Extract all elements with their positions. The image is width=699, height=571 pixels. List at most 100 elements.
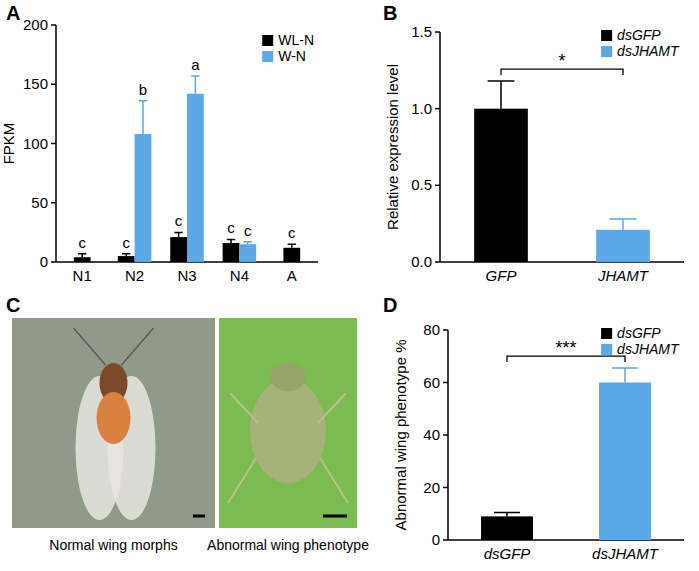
- bar: [223, 243, 240, 262]
- y-tick: [51, 143, 56, 145]
- legend-label: dsJHAMT: [617, 43, 680, 59]
- y-axis: [439, 32, 441, 262]
- bars: [481, 368, 651, 540]
- caption: Abnormal wing phenotype: [207, 537, 369, 553]
- significance-letter: c: [244, 222, 252, 239]
- legend-label: dsJHAMT: [617, 341, 680, 357]
- annotations: ***: [507, 338, 625, 362]
- y-tick-label: 40: [423, 426, 440, 443]
- y-tick-label: 1.5: [411, 23, 432, 40]
- legend-label: dsGFP: [617, 27, 661, 43]
- error-bar: [191, 76, 199, 94]
- significance-letter: a: [191, 56, 200, 73]
- y-tick: [435, 185, 440, 187]
- bar: [135, 134, 152, 262]
- y-tick-label: 60: [423, 374, 440, 391]
- error-bar: [610, 219, 637, 230]
- legend-swatch: [262, 35, 273, 46]
- panel: D020406080Abnormal wing phenotype %dsGFP…: [383, 294, 684, 562]
- panel: B0.00.51.01.5Relative expression levelGF…: [383, 2, 684, 284]
- significance-letter: c: [78, 234, 86, 251]
- bars: [74, 76, 300, 262]
- y-tick: [443, 539, 448, 541]
- y-tick-label: 20: [423, 479, 440, 496]
- bar: [170, 237, 187, 262]
- y-tick-label: 80: [423, 321, 440, 338]
- x-tick-label: N3: [177, 267, 196, 284]
- error-bar: [174, 232, 182, 237]
- photo-background: [12, 318, 215, 528]
- legend-swatch: [601, 46, 612, 57]
- legend: WL-NW-N: [262, 32, 314, 64]
- leg: [228, 393, 348, 503]
- y-tick: [443, 434, 448, 436]
- photo-background: [219, 318, 357, 528]
- x-tick-label: N4: [230, 267, 249, 284]
- significance-letter: c: [122, 234, 130, 251]
- error-bar: [494, 512, 520, 516]
- body: [97, 392, 131, 444]
- bar: [118, 256, 135, 262]
- y-tick-label: 50: [31, 194, 48, 211]
- y-tick: [435, 261, 440, 263]
- legend-swatch: [262, 51, 273, 62]
- x-tick-label: N2: [125, 267, 144, 284]
- significance-mark: ***: [555, 338, 576, 358]
- error-bar: [122, 254, 130, 256]
- legend-label: W-N: [278, 48, 306, 64]
- bar: [187, 94, 204, 262]
- scale-bar: [323, 515, 347, 518]
- legend-swatch: [601, 30, 612, 41]
- y-tick: [51, 202, 56, 204]
- y-tick: [435, 31, 440, 33]
- error-bar: [488, 81, 515, 109]
- error-bar: [244, 242, 252, 244]
- panel-letter: C: [6, 294, 20, 316]
- y-tick: [443, 329, 448, 331]
- significance-mark: *: [558, 51, 565, 71]
- panel-letter: A: [6, 2, 20, 24]
- y-tick-label: 200: [23, 16, 48, 33]
- y-tick-label: 1.0: [411, 100, 432, 117]
- legend-label: WL-N: [278, 32, 314, 48]
- bar: [239, 244, 256, 262]
- photo: [219, 318, 357, 528]
- y-tick-label: 150: [23, 75, 48, 92]
- antenna: [74, 328, 154, 365]
- y-tick-label: 0: [40, 253, 48, 270]
- x-tick-label: dsJHAMT: [592, 545, 660, 562]
- legend-label: dsGFP: [617, 325, 661, 341]
- scale-bar: [193, 515, 205, 518]
- legend: dsGFPdsJHAMT: [601, 325, 680, 357]
- annotations: ccbcaccc: [78, 56, 296, 251]
- legend-swatch: [601, 344, 612, 355]
- significance-letter: c: [227, 219, 235, 236]
- y-tick-label: 0: [432, 531, 440, 548]
- x-tick-label: A: [287, 267, 297, 284]
- bar: [74, 257, 91, 262]
- head: [270, 363, 306, 391]
- y-tick-label: 100: [23, 135, 48, 152]
- x-tick-label: JHAMT: [597, 267, 650, 284]
- legend: dsGFPdsJHAMT: [601, 27, 680, 59]
- panel-letter: B: [383, 2, 397, 24]
- x-tick-label: GFP: [486, 267, 517, 284]
- y-tick-label: 0.0: [411, 253, 432, 270]
- y-tick: [435, 108, 440, 110]
- photo: [12, 318, 215, 528]
- error-bar: [227, 239, 235, 243]
- y-axis-title: Abnormal wing phenotype %: [392, 340, 409, 531]
- y-tick: [51, 84, 56, 86]
- significance-letter: c: [288, 224, 296, 241]
- bar: [474, 109, 528, 262]
- panel: C Normal wing morphs Abnormal wing phenoty…: [6, 294, 369, 553]
- y-tick: [443, 382, 448, 384]
- y-axis-title: Relative expression level: [384, 64, 401, 230]
- caption: Normal wing morphs: [49, 537, 177, 553]
- figure: A050100150200FPKMN1N2N3N4AccbcacccWL-NW-…: [0, 0, 699, 571]
- significance-letter: b: [139, 81, 147, 98]
- error-bar: [139, 101, 147, 134]
- y-axis-title: FPKM: [0, 123, 17, 165]
- bars: [474, 81, 650, 262]
- error-bar: [78, 254, 86, 258]
